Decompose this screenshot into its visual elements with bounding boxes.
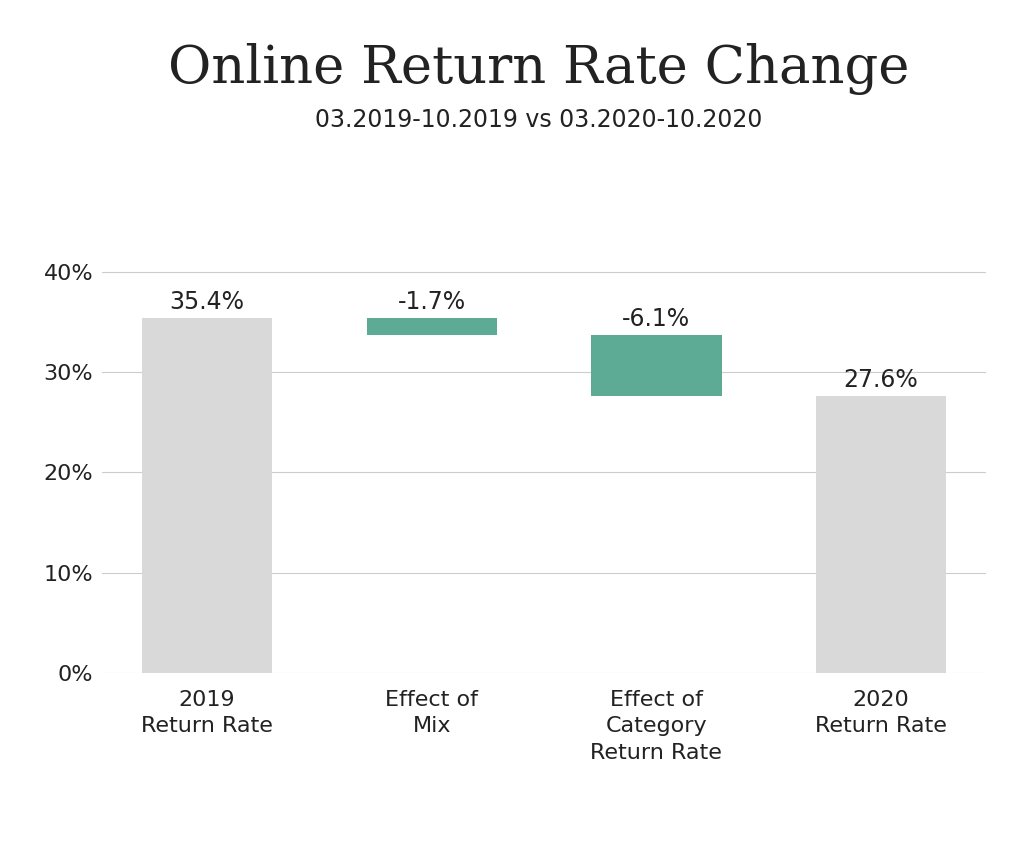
Bar <box>366 318 497 335</box>
Text: -6.1%: -6.1% <box>622 307 691 331</box>
Bar <box>816 396 946 673</box>
Text: 27.6%: 27.6% <box>844 369 918 392</box>
Text: 35.4%: 35.4% <box>170 290 244 314</box>
Text: -1.7%: -1.7% <box>398 290 466 314</box>
Bar <box>142 318 273 673</box>
Text: Online Return Rate Change: Online Return Rate Change <box>168 43 910 95</box>
Text: 03.2019-10.2019 vs 03.2020-10.2020: 03.2019-10.2019 vs 03.2020-10.2020 <box>315 108 763 132</box>
Bar <box>591 335 722 396</box>
